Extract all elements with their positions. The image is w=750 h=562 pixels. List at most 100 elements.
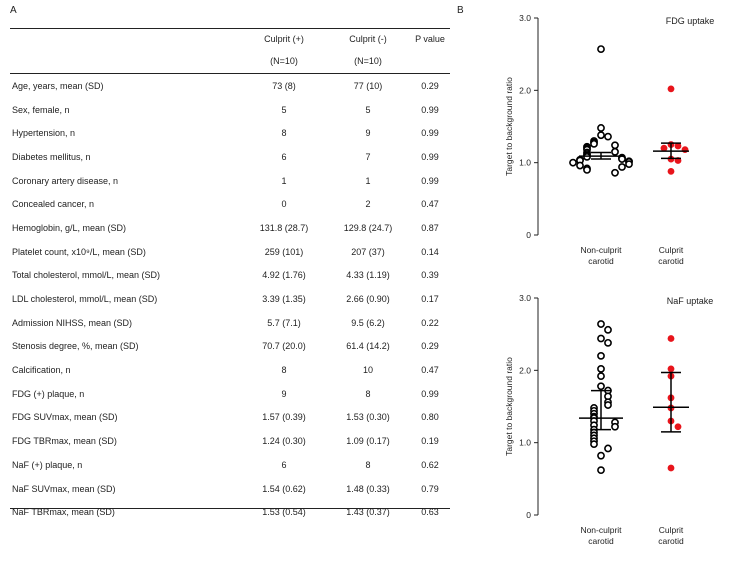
table-cell: 9 bbox=[365, 128, 371, 139]
table-cell: 73 (8) bbox=[272, 80, 296, 91]
table-cell: 8 bbox=[365, 459, 371, 470]
table-cell: Coronary artery disease, n bbox=[12, 175, 119, 186]
y-tick-label: 3.0 bbox=[519, 13, 531, 23]
data-point bbox=[604, 132, 612, 141]
y-tick-label: 0 bbox=[526, 510, 531, 520]
table-header-row: Culprit (+) Culprit (-) P value bbox=[10, 28, 450, 49]
data-point bbox=[597, 466, 605, 475]
table-cell: Calcification, n bbox=[12, 365, 71, 376]
table-row: Hemoglobin, g/L, mean (SD) 131.8 (28.7) 12… bbox=[10, 216, 450, 240]
y-axis-label: Target to background ratio bbox=[504, 77, 514, 176]
table-cell: NaF (+) plaque, n bbox=[12, 459, 83, 470]
table-row: Platelet count, x10⁹/L, mean (SD) 259 (10… bbox=[10, 240, 450, 264]
table-cell: 1.53 (0.54) bbox=[262, 507, 306, 518]
table-cell: 0.14 bbox=[421, 246, 439, 257]
table-cell: Hypertension, n bbox=[12, 128, 76, 139]
table-cell: 0.63 bbox=[421, 507, 439, 518]
table-cell: 0.87 bbox=[421, 222, 439, 233]
data-point bbox=[611, 147, 619, 156]
table-cell: (N=10) bbox=[326, 49, 410, 74]
table-cell: 0.62 bbox=[421, 459, 439, 470]
data-point bbox=[604, 444, 612, 453]
table-row: Diabetes mellitus, n 6 7 0.99 bbox=[10, 145, 450, 169]
table-row: Stenosis degree, %, mean (SD) 70.7 (20.0)… bbox=[10, 335, 450, 359]
fdg-uptake-chart: 0 1.0 2.0 3.0 FDG uptake Target to background… bbox=[504, 13, 714, 266]
table-cell: 129.8 (24.7) bbox=[343, 222, 393, 233]
table-cell: 5 bbox=[281, 104, 287, 115]
table-cell: 70.7 (20.0) bbox=[262, 341, 306, 352]
table-cell: Platelet count, x10⁹/L, mean (SD) bbox=[12, 246, 146, 257]
y-axis-label: Target to background ratio bbox=[504, 357, 514, 456]
data-point bbox=[597, 351, 605, 360]
table-row: FDG SUVmax, mean (SD) 1.57 (0.39) 1.53 (0.… bbox=[10, 406, 450, 430]
table-cell: Admission NIHSS, mean (SD) bbox=[12, 317, 133, 328]
table-cell: 0.29 bbox=[421, 341, 439, 352]
table-cell: 77 (10) bbox=[353, 80, 383, 91]
table-cell: 0.99 bbox=[421, 104, 439, 115]
table-cell: 4.92 (1.76) bbox=[262, 270, 306, 281]
table-cell: NaF SUVmax, mean (SD) bbox=[12, 483, 116, 494]
x-tick-label: carotid bbox=[658, 536, 684, 546]
table-cell: 0.47 bbox=[421, 199, 439, 210]
y-tick-label: 1.0 bbox=[519, 438, 531, 448]
table-cell: 1 bbox=[281, 175, 287, 186]
table-row: NaF TBRmax, mean (SD) 1.53 (0.54) 1.43 (0.… bbox=[10, 500, 450, 524]
data-point bbox=[597, 320, 605, 328]
table-cell: 0.22 bbox=[421, 317, 439, 328]
table-cell: 1.48 (0.33) bbox=[346, 483, 390, 494]
x-tick-label: carotid bbox=[588, 536, 614, 546]
data-point bbox=[667, 335, 675, 342]
table-cell: 259 (101) bbox=[264, 246, 304, 257]
data-point bbox=[604, 401, 612, 409]
table-cell: 0.99 bbox=[421, 151, 439, 162]
data-point bbox=[667, 365, 675, 373]
table-cell: 1 bbox=[365, 175, 371, 186]
data-point bbox=[611, 168, 619, 177]
data-point bbox=[583, 165, 591, 174]
data-point bbox=[597, 131, 605, 140]
table-row: Age, years, mean (SD) 73 (8) 77 (10) 0.29 bbox=[10, 74, 450, 98]
y-tick-label: 2.0 bbox=[519, 85, 531, 95]
table-cell: Stenosis degree, %, mean (SD) bbox=[12, 341, 139, 352]
x-tick-label: Non-culprit bbox=[580, 525, 622, 535]
table-cell: 7 bbox=[365, 151, 371, 162]
table-cell: Diabetes mellitus, n bbox=[12, 151, 91, 162]
data-point bbox=[590, 139, 598, 148]
table-cell: 207 (37) bbox=[351, 246, 385, 257]
data-point bbox=[618, 163, 626, 171]
chart-title: NaF uptake bbox=[667, 296, 714, 306]
table-cell: FDG TBRmax, mean (SD) bbox=[12, 436, 117, 447]
table-cell: FDG SUVmax, mean (SD) bbox=[12, 412, 118, 423]
table-cell: 1.53 (0.30) bbox=[346, 412, 390, 423]
table-row: Admission NIHSS, mean (SD) 5.7 (7.1) 9.5 (… bbox=[10, 311, 450, 335]
table-row: NaF (+) plaque, n 6 8 0.62 bbox=[10, 453, 450, 477]
table-row: Calcification, n 8 10 0.47 bbox=[10, 358, 450, 382]
table-cell bbox=[10, 49, 242, 74]
table-cell: 5 bbox=[365, 104, 371, 115]
table-cell: 1.57 (0.39) bbox=[262, 412, 306, 423]
data-point bbox=[667, 464, 675, 472]
table-cell: LDL cholesterol, mmol/L, mean (SD) bbox=[12, 294, 158, 305]
table-row: LDL cholesterol, mmol/L, mean (SD) 3.39 (… bbox=[10, 287, 450, 311]
table-cell: 8 bbox=[365, 388, 371, 399]
table-cell: 0 bbox=[281, 199, 287, 210]
x-tick-label: carotid bbox=[588, 256, 614, 266]
table-cell: 2 bbox=[365, 199, 371, 210]
table-cell: 0.47 bbox=[421, 365, 439, 376]
table-cell bbox=[410, 49, 450, 74]
x-tick-label: Culprit bbox=[659, 525, 684, 535]
y-tick-label: 0 bbox=[526, 230, 531, 240]
table-cell: 0.29 bbox=[421, 80, 439, 91]
data-point bbox=[625, 160, 633, 169]
table-cell: 131.8 (28.7) bbox=[259, 222, 309, 233]
table-cell: Age, years, mean (SD) bbox=[12, 80, 104, 91]
table-cell: 8 bbox=[281, 128, 287, 139]
data-point bbox=[597, 45, 605, 54]
data-point bbox=[604, 338, 612, 347]
table-cell: 9 bbox=[281, 388, 287, 399]
table-cell: 5.7 (7.1) bbox=[267, 317, 301, 328]
table-cell: 0.39 bbox=[421, 270, 439, 281]
table-cell: 0.17 bbox=[421, 294, 439, 305]
table-cell: 1.43 (0.37) bbox=[346, 507, 390, 518]
table-cell: Culprit (-) bbox=[349, 33, 387, 44]
